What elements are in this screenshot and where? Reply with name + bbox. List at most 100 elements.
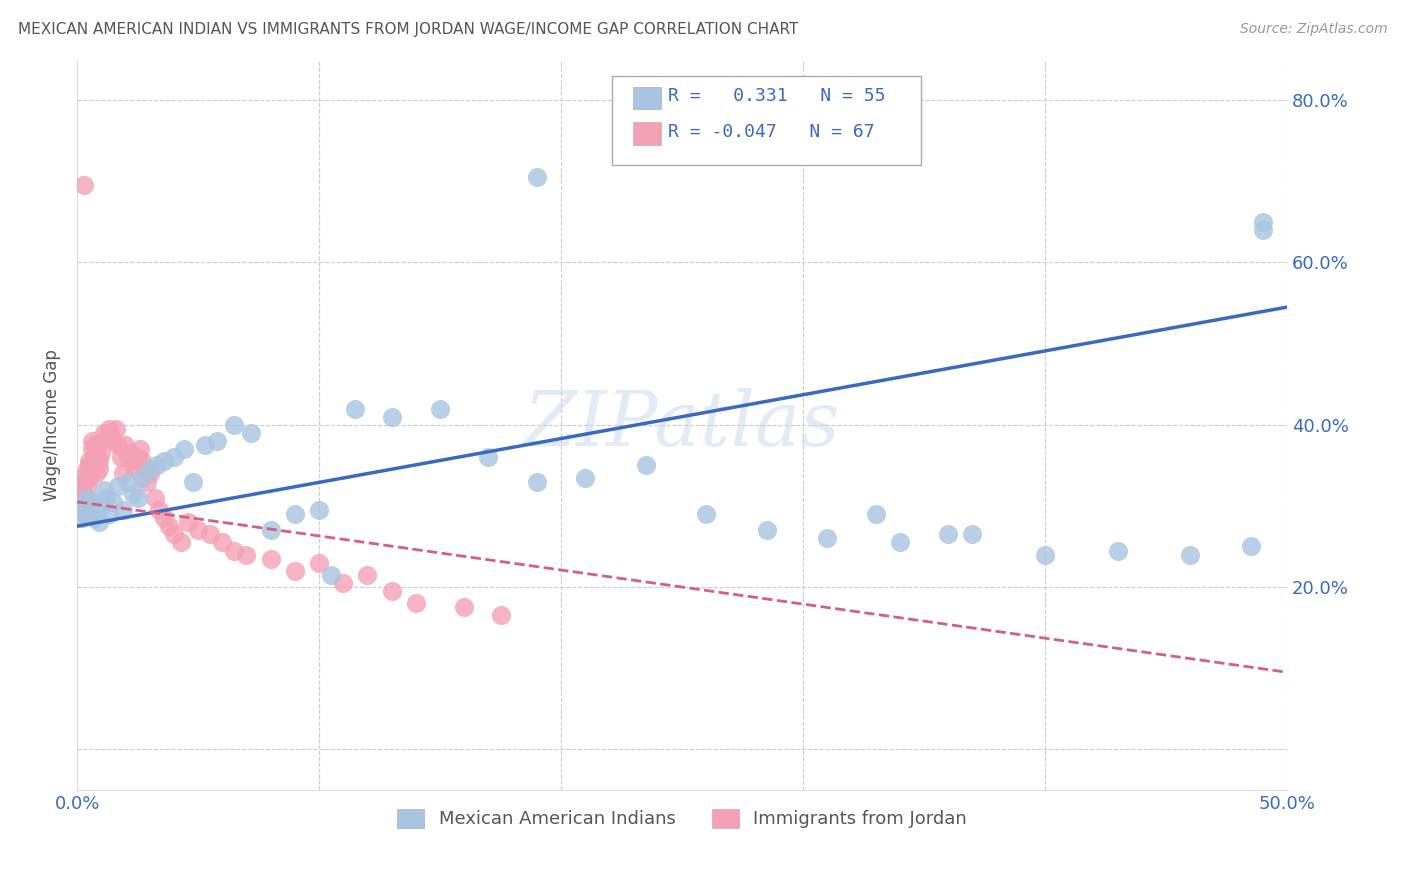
- Point: [117, 475, 139, 489]
- Point: [76, 495, 98, 509]
- Point: [112, 467, 135, 481]
- Point: [110, 450, 132, 465]
- Point: [477, 450, 499, 465]
- Point: [356, 567, 378, 582]
- Point: [260, 551, 283, 566]
- Point: [77, 470, 100, 484]
- Point: [69, 491, 91, 505]
- Point: [308, 556, 330, 570]
- Text: ZIPatlas: ZIPatlas: [524, 388, 841, 462]
- Point: [321, 567, 343, 582]
- Point: [187, 523, 209, 537]
- Point: [87, 454, 110, 468]
- Point: [381, 584, 404, 599]
- Point: [170, 535, 193, 549]
- Point: [240, 425, 263, 440]
- Point: [127, 491, 149, 505]
- Point: [173, 442, 195, 456]
- Point: [90, 499, 112, 513]
- Point: [86, 467, 108, 481]
- Point: [97, 507, 120, 521]
- Point: [124, 462, 146, 476]
- Point: [90, 446, 112, 460]
- Text: R = -0.047   N = 67: R = -0.047 N = 67: [668, 123, 875, 141]
- Point: [332, 576, 354, 591]
- Point: [194, 438, 217, 452]
- Point: [69, 503, 91, 517]
- Point: [121, 454, 143, 468]
- Point: [127, 450, 149, 465]
- Point: [1180, 548, 1202, 562]
- Point: [70, 499, 93, 513]
- Point: [94, 430, 117, 444]
- Point: [163, 527, 186, 541]
- Point: [695, 507, 717, 521]
- Point: [344, 401, 367, 416]
- Point: [634, 458, 657, 473]
- Point: [73, 491, 96, 505]
- Point: [198, 527, 221, 541]
- Point: [107, 478, 129, 492]
- Point: [177, 515, 200, 529]
- Point: [936, 527, 959, 541]
- Point: [97, 422, 120, 436]
- Point: [80, 495, 103, 509]
- Point: [120, 446, 142, 460]
- Point: [865, 507, 887, 521]
- Point: [70, 470, 93, 484]
- Point: [153, 511, 176, 525]
- Point: [405, 596, 427, 610]
- Point: [76, 478, 98, 492]
- Point: [112, 503, 135, 517]
- Point: [381, 409, 404, 424]
- Text: Source: ZipAtlas.com: Source: ZipAtlas.com: [1240, 22, 1388, 37]
- Point: [73, 178, 96, 193]
- Point: [211, 535, 233, 549]
- Point: [70, 511, 93, 525]
- Point: [107, 438, 129, 452]
- Point: [83, 450, 105, 465]
- Point: [224, 417, 246, 432]
- Point: [1033, 548, 1056, 562]
- Point: [138, 467, 160, 481]
- Point: [224, 543, 246, 558]
- Point: [284, 564, 307, 578]
- Point: [1251, 215, 1274, 229]
- Point: [93, 425, 115, 440]
- Point: [207, 434, 229, 448]
- Point: [73, 499, 96, 513]
- Point: [138, 462, 160, 476]
- Point: [76, 462, 98, 476]
- Point: [103, 495, 125, 509]
- Point: [76, 491, 98, 505]
- Point: [69, 478, 91, 492]
- Text: R =   0.331   N = 55: R = 0.331 N = 55: [668, 87, 886, 105]
- Point: [94, 491, 117, 505]
- Point: [131, 470, 153, 484]
- Point: [131, 454, 153, 468]
- Point: [83, 438, 105, 452]
- Point: [77, 507, 100, 521]
- Point: [453, 600, 475, 615]
- Point: [90, 434, 112, 448]
- Point: [69, 503, 91, 517]
- Point: [143, 491, 166, 505]
- Point: [77, 454, 100, 468]
- Point: [100, 430, 122, 444]
- Point: [815, 532, 838, 546]
- Point: [260, 523, 283, 537]
- Point: [87, 462, 110, 476]
- Point: [1240, 540, 1263, 554]
- Point: [77, 458, 100, 473]
- Text: MEXICAN AMERICAN INDIAN VS IMMIGRANTS FROM JORDAN WAGE/INCOME GAP CORRELATION CH: MEXICAN AMERICAN INDIAN VS IMMIGRANTS FR…: [18, 22, 799, 37]
- Point: [157, 519, 180, 533]
- Point: [148, 503, 170, 517]
- Point: [146, 458, 169, 473]
- Point: [114, 438, 136, 452]
- Point: [117, 450, 139, 465]
- Y-axis label: Wage/Income Gap: Wage/Income Gap: [44, 349, 60, 500]
- Point: [73, 507, 96, 521]
- Point: [1107, 543, 1129, 558]
- Legend: Mexican American Indians, Immigrants from Jordan: Mexican American Indians, Immigrants fro…: [389, 802, 974, 836]
- Point: [962, 527, 984, 541]
